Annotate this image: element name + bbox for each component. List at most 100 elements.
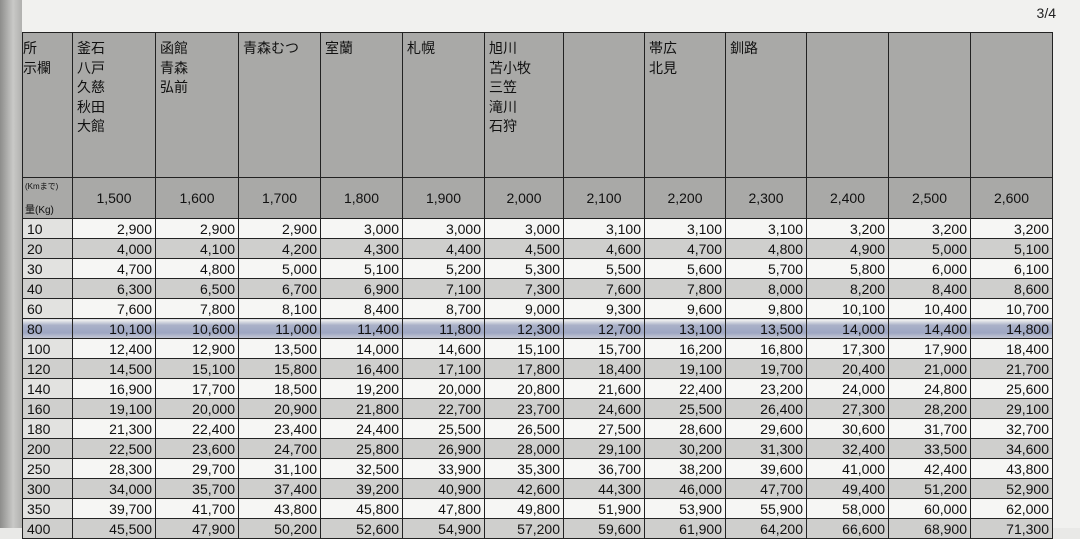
price-cell: 2,900 — [238, 218, 321, 239]
price-cell: 10,600 — [155, 318, 239, 339]
table-row: 40 6,300 6,500 6,700 6,900 7,100 7,300 7,600 7,8… — [22, 278, 1053, 299]
price-cell: 8,400 — [888, 278, 971, 299]
price-cell: 6,000 — [888, 258, 971, 279]
weight-cell: 250 — [22, 458, 73, 479]
price-cell: 23,200 — [725, 378, 807, 399]
price-cell: 39,700 — [72, 498, 156, 519]
price-cell: 47,700 — [725, 478, 807, 499]
price-cell: 27,300 — [806, 398, 889, 419]
price-cell: 44,300 — [563, 478, 645, 499]
price-cell: 29,600 — [725, 418, 807, 439]
price-cell: 8,000 — [725, 278, 807, 299]
price-cell: 9,000 — [484, 298, 564, 319]
price-cell: 22,500 — [72, 438, 156, 459]
price-cell: 4,400 — [402, 238, 485, 259]
price-cell: 16,400 — [320, 358, 403, 379]
price-cell: 29,700 — [155, 458, 239, 479]
price-cell: 15,100 — [155, 358, 239, 379]
weight-cell: 350 — [22, 498, 73, 519]
table-row: 140 16,900 17,700 18,500 19,200 20,000 20,800 2… — [22, 378, 1053, 399]
price-cell: 23,600 — [155, 438, 239, 459]
price-cell: 21,800 — [320, 398, 403, 419]
price-cell: 13,500 — [725, 318, 807, 339]
distance-header: 1,800 — [320, 177, 403, 219]
price-cell: 6,300 — [72, 278, 156, 299]
price-cell: 15,100 — [484, 338, 564, 359]
destination-header: 帯広 北見 — [644, 32, 726, 178]
price-cell: 12,300 — [484, 318, 564, 339]
price-cell: 26,900 — [402, 438, 485, 459]
price-cell: 7,600 — [563, 278, 645, 299]
price-cell: 28,600 — [644, 418, 726, 439]
weight-cell: 400 — [22, 518, 73, 539]
price-cell: 39,200 — [320, 478, 403, 499]
table-row: 80 10,100 10,600 11,000 11,400 11,800 12,300 12… — [22, 318, 1053, 339]
price-cell: 43,800 — [970, 458, 1053, 479]
price-cell: 8,600 — [970, 278, 1053, 299]
rate-rows: 10 2,900 2,900 2,900 3,000 3,000 3,000 3,100 3,1… — [22, 218, 1053, 539]
price-cell: 51,900 — [563, 498, 645, 519]
weight-cell: 140 — [22, 378, 73, 399]
price-cell: 11,000 — [238, 318, 321, 339]
price-cell: 3,100 — [644, 218, 726, 239]
weight-cell: 180 — [22, 418, 73, 439]
table-row: 350 39,700 41,700 43,800 45,800 47,800 49,800 5… — [22, 498, 1053, 519]
weight-cell: 10 — [22, 218, 73, 239]
price-cell: 33,500 — [888, 438, 971, 459]
price-cell: 25,500 — [402, 418, 485, 439]
destination-header-row: 所 示欄 釜石 八戸 久慈 秋田 大館 函館 青森 弘前 青森むつ 室蘭 札幌 旭川 苫小… — [22, 32, 1053, 178]
price-cell: 4,200 — [238, 238, 321, 259]
price-cell: 52,600 — [320, 518, 403, 539]
price-cell: 36,700 — [563, 458, 645, 479]
book-spine — [0, 0, 22, 528]
price-cell: 17,800 — [484, 358, 564, 379]
price-cell: 9,800 — [725, 298, 807, 319]
price-cell: 6,500 — [155, 278, 239, 299]
distance-header: 2,000 — [484, 177, 564, 219]
price-cell: 34,600 — [970, 438, 1053, 459]
weight-cell: 160 — [22, 398, 73, 419]
price-cell: 10,400 — [888, 298, 971, 319]
price-cell: 6,900 — [320, 278, 403, 299]
destination-header: 札幌 — [402, 32, 485, 178]
price-cell: 18,400 — [970, 338, 1053, 359]
price-cell: 17,100 — [402, 358, 485, 379]
price-cell: 17,700 — [155, 378, 239, 399]
price-cell: 21,600 — [563, 378, 645, 399]
price-cell: 4,800 — [155, 258, 239, 279]
price-cell: 19,200 — [320, 378, 403, 399]
price-cell: 3,200 — [888, 218, 971, 239]
table-row: 180 21,300 22,400 23,400 24,400 25,500 26,500 2… — [22, 418, 1053, 439]
price-cell: 32,700 — [970, 418, 1053, 439]
corner-units: (Kmまで) 量(Kg) — [22, 177, 73, 219]
price-cell: 28,200 — [888, 398, 971, 419]
price-cell: 3,100 — [725, 218, 807, 239]
price-cell: 41,000 — [806, 458, 889, 479]
price-cell: 22,700 — [402, 398, 485, 419]
price-cell: 3,200 — [970, 218, 1053, 239]
price-cell: 25,600 — [970, 378, 1053, 399]
price-cell: 29,100 — [563, 438, 645, 459]
price-cell: 21,000 — [888, 358, 971, 379]
price-cell: 23,400 — [238, 418, 321, 439]
distance-header: 2,100 — [563, 177, 645, 219]
price-cell: 10,100 — [806, 298, 889, 319]
price-cell: 3,000 — [484, 218, 564, 239]
price-cell: 47,800 — [402, 498, 485, 519]
price-cell: 5,100 — [320, 258, 403, 279]
price-cell: 20,800 — [484, 378, 564, 399]
price-cell: 4,900 — [806, 238, 889, 259]
price-cell: 43,800 — [238, 498, 321, 519]
price-cell: 2,900 — [72, 218, 156, 239]
price-cell: 4,700 — [644, 238, 726, 259]
price-cell: 30,200 — [644, 438, 726, 459]
destination-header: 釧路 — [725, 32, 807, 178]
price-cell: 40,900 — [402, 478, 485, 499]
price-cell: 71,300 — [970, 518, 1053, 539]
price-cell: 28,300 — [72, 458, 156, 479]
table-row: 300 34,000 35,700 37,400 39,200 40,900 42,600 4… — [22, 478, 1053, 499]
price-cell: 11,800 — [402, 318, 485, 339]
price-cell: 3,000 — [320, 218, 403, 239]
price-cell: 14,500 — [72, 358, 156, 379]
distance-header: 2,400 — [806, 177, 889, 219]
